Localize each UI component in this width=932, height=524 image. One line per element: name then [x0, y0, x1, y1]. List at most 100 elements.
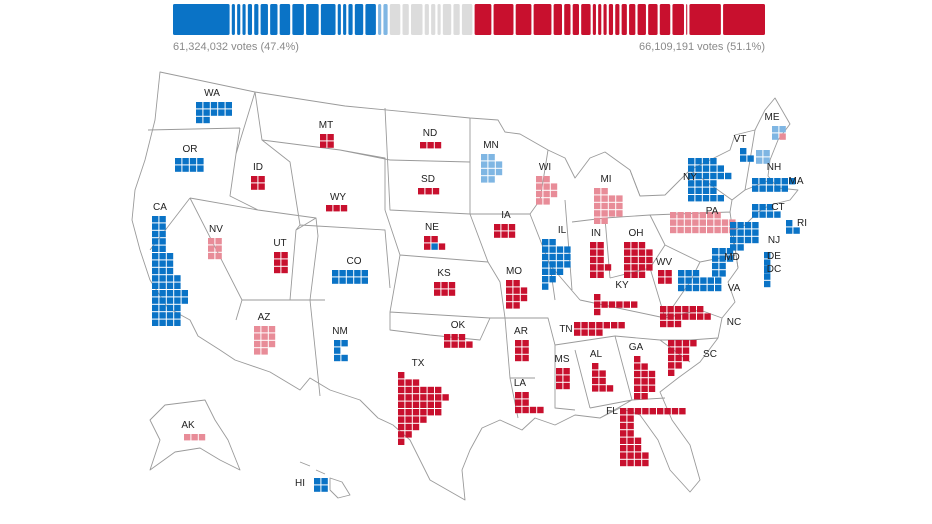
electoral-square [608, 210, 616, 217]
electoral-square [159, 260, 166, 267]
electoral-square [714, 226, 721, 234]
electoral-square [251, 183, 258, 190]
electoral-square [152, 260, 159, 267]
electoral-square [667, 320, 674, 328]
electoral-square [744, 236, 752, 244]
electoral-square [398, 386, 405, 394]
electoral-square [618, 322, 625, 329]
electoral-square [581, 329, 588, 336]
electoral-square [752, 236, 759, 244]
electoral-square [321, 478, 328, 485]
state-label-ca: CA [153, 202, 167, 213]
electoral-square [668, 354, 675, 362]
electoral-square [627, 452, 634, 459]
electoral-square [675, 340, 682, 347]
electoral-square [665, 270, 672, 277]
electoral-square [599, 377, 606, 385]
electoral-square [631, 242, 638, 249]
electoral-square [774, 211, 781, 218]
electoral-square [208, 252, 215, 260]
state-label-ms: MS [555, 354, 570, 365]
electoral-square [594, 294, 601, 301]
electoral-square [425, 188, 432, 195]
electoral-square [515, 354, 522, 362]
electoral-square [515, 406, 522, 414]
electoral-square [334, 347, 341, 354]
state-nj-squares [730, 222, 759, 251]
electoral-square [513, 294, 520, 302]
electoral-square [674, 306, 682, 313]
electoral-square [649, 408, 656, 415]
electoral-square [441, 282, 448, 289]
electoral-square [556, 253, 564, 261]
electoral-square [692, 226, 699, 234]
electoral-square [549, 246, 556, 253]
electoral-square [326, 205, 333, 212]
bar-segment-rep [648, 4, 658, 35]
state-ct-squares [752, 204, 781, 218]
electoral-square [725, 172, 732, 180]
electoral-square [520, 294, 528, 302]
electoral-square [174, 275, 181, 282]
electoral-square [620, 422, 627, 430]
state-label-ak: AK [181, 420, 195, 431]
state-md-squares [712, 248, 734, 277]
electoral-square [634, 452, 642, 459]
electoral-square [634, 393, 641, 400]
electoral-square [424, 243, 431, 250]
state-label-pa: PA [706, 206, 719, 217]
electoral-square [320, 141, 327, 148]
electoral-square [334, 354, 341, 362]
electoral-square [677, 226, 684, 234]
electoral-square [634, 378, 641, 385]
electoral-square [658, 277, 665, 284]
bar-segment-tossup [437, 4, 441, 35]
electoral-square [599, 385, 606, 392]
electoral-square [261, 348, 268, 355]
electoral-square [333, 205, 340, 212]
state-va-squares [678, 270, 722, 292]
electoral-square [196, 116, 203, 124]
state-ky-squares [594, 294, 638, 316]
electoral-square [627, 408, 634, 415]
bar-segment-tossup [389, 4, 401, 35]
electoral-square [536, 176, 543, 183]
electoral-square [412, 401, 420, 408]
electoral-square [488, 168, 495, 176]
bar-segment-rep [629, 4, 636, 35]
electoral-square [346, 277, 354, 284]
electoral-square [695, 187, 702, 194]
electoral-square [166, 282, 174, 289]
state-me-squares [772, 126, 786, 140]
electoral-square [689, 306, 696, 313]
electoral-square [481, 176, 488, 183]
electoral-square [604, 264, 612, 271]
electoral-square [412, 416, 420, 423]
electoral-square [603, 322, 610, 329]
bar-segment-dem [254, 4, 259, 35]
electoral-square [543, 183, 550, 190]
electoral-square [657, 408, 664, 415]
electoral-square [501, 224, 508, 231]
electoral-square [418, 188, 425, 195]
electoral-square [692, 219, 699, 226]
state-label-id: ID [253, 162, 263, 173]
state-label-wy: WY [330, 192, 346, 203]
electoral-square [542, 239, 549, 246]
electoral-square [764, 266, 771, 273]
electoral-square [508, 231, 516, 238]
electoral-square [597, 242, 604, 249]
electoral-square [341, 340, 348, 347]
state-ok-squares [444, 334, 473, 348]
electoral-square [779, 126, 786, 133]
electoral-square [556, 261, 564, 268]
electoral-square [712, 255, 719, 262]
electoral-square [631, 264, 638, 271]
electoral-square [730, 229, 737, 236]
electoral-square [488, 161, 495, 168]
electoral-square [332, 277, 339, 284]
electoral-square [166, 319, 174, 326]
electoral-square [601, 188, 608, 195]
electoral-square [159, 275, 166, 282]
electoral-square [254, 348, 261, 355]
